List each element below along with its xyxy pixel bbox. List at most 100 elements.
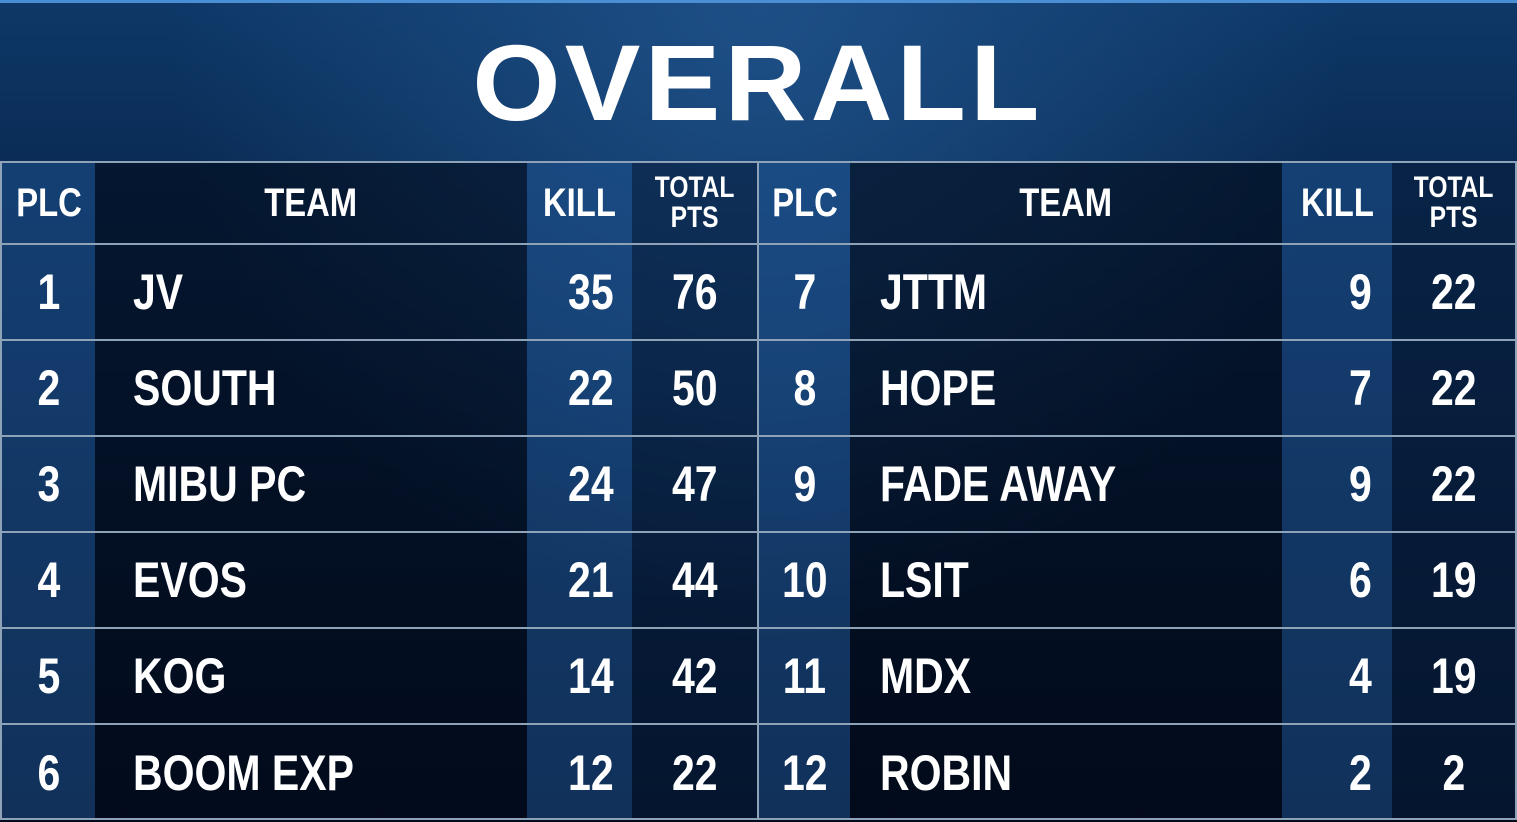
total-cell: 22: [632, 725, 757, 821]
team-cell: MIBU PC: [95, 437, 527, 531]
total-cell: 76: [632, 245, 757, 339]
kill-value: 12: [568, 745, 614, 801]
plc-value: 3: [37, 456, 60, 512]
table-row: 6 BOOM EXP 12 22: [2, 725, 757, 821]
plc-cell: 9: [759, 437, 850, 531]
table-row: 5 KOG 14 42: [2, 629, 757, 725]
kill-cell: 35: [527, 245, 632, 339]
total-value: 47: [671, 456, 718, 512]
column-band: [759, 163, 850, 818]
header-plc: PLC: [2, 163, 95, 243]
plc-cell: 8: [759, 341, 850, 435]
header-total-label: TOTAL PTS: [1414, 173, 1494, 233]
table-row: 7 JTTM 9 22: [759, 245, 1515, 341]
total-cell: 19: [1392, 629, 1515, 723]
kill-cell: 4: [1282, 629, 1392, 723]
header-total-line2: PTS: [1429, 201, 1478, 234]
total-cell: 44: [632, 533, 757, 627]
plc-cell: 3: [2, 437, 95, 531]
team-cell: KOG: [95, 629, 527, 723]
team-cell: MDX: [850, 629, 1282, 723]
table-row: 10 LSIT 6 19: [759, 533, 1515, 629]
plc-cell: 5: [2, 629, 95, 723]
plc-value: 2: [37, 360, 60, 416]
plc-cell: 1: [2, 245, 95, 339]
header-row: PLC TEAM KILL TOTAL PTS: [2, 163, 757, 245]
kill-value: 14: [568, 648, 614, 704]
total-cell: 22: [1392, 245, 1515, 339]
team-value: FADE AWAY: [880, 456, 1117, 512]
total-value: 22: [1430, 264, 1477, 320]
kill-cell: 2: [1282, 725, 1392, 821]
kill-value: 24: [568, 456, 614, 512]
column-band: [850, 163, 1282, 818]
column-band: [632, 163, 757, 818]
page-title: OVERALL: [472, 22, 1045, 143]
total-value: 44: [671, 552, 718, 608]
plc-cell: 2: [2, 341, 95, 435]
header-total-line1: TOTAL: [654, 171, 735, 204]
table-row: 3 MIBU PC 24 47: [2, 437, 757, 533]
total-cell: 2: [1392, 725, 1515, 821]
plc-cell: 6: [2, 725, 95, 821]
total-cell: 22: [1392, 437, 1515, 531]
kill-value: 7: [1349, 360, 1372, 416]
team-cell: HOPE: [850, 341, 1282, 435]
plc-value: 7: [793, 264, 816, 320]
header-team: TEAM: [95, 163, 527, 243]
total-value: 22: [1430, 360, 1477, 416]
column-band: [1282, 163, 1392, 818]
kill-value: 6: [1349, 552, 1372, 608]
table-row: 12 ROBIN 2 2: [759, 725, 1515, 821]
kill-value: 22: [568, 360, 614, 416]
header-kill: KILL: [1282, 163, 1392, 243]
total-value: 22: [671, 745, 718, 801]
plc-value: 1: [37, 264, 60, 320]
plc-value: 10: [781, 552, 828, 608]
team-value: EVOS: [133, 552, 247, 608]
column-band: [1392, 163, 1515, 818]
column-band: [95, 163, 527, 818]
team-cell: FADE AWAY: [850, 437, 1282, 531]
team-value: BOOM EXP: [133, 745, 354, 801]
header-total-line1: TOTAL: [1413, 171, 1494, 204]
team-cell: LSIT: [850, 533, 1282, 627]
table-row: 1 JV 35 76: [2, 245, 757, 341]
plc-value: 12: [781, 745, 828, 801]
header-total-label: TOTAL PTS: [655, 173, 735, 233]
team-value: LSIT: [880, 552, 969, 608]
team-cell: BOOM EXP: [95, 725, 527, 821]
plc-cell: 12: [759, 725, 850, 821]
kill-cell: 22: [527, 341, 632, 435]
plc-cell: 11: [759, 629, 850, 723]
team-value: MIBU PC: [133, 456, 307, 512]
team-value: MDX: [880, 648, 972, 704]
team-cell: JTTM: [850, 245, 1282, 339]
kill-cell: 24: [527, 437, 632, 531]
standings-table-left: PLC TEAM KILL TOTAL PTS 1 JV 35 76 2 SOUTH 22 50 3 MIB…: [0, 161, 759, 820]
team-cell: SOUTH: [95, 341, 527, 435]
header-total: TOTAL PTS: [632, 163, 757, 243]
total-cell: 47: [632, 437, 757, 531]
kill-cell: 12: [527, 725, 632, 821]
column-band: [2, 163, 95, 818]
table-row: 2 SOUTH 22 50: [2, 341, 757, 437]
team-value: JV: [133, 264, 184, 320]
team-value: ROBIN: [880, 745, 1013, 801]
plc-cell: 7: [759, 245, 850, 339]
table-row: 4 EVOS 21 44: [2, 533, 757, 629]
kill-cell: 9: [1282, 245, 1392, 339]
plc-value: 8: [793, 360, 816, 416]
total-cell: 50: [632, 341, 757, 435]
header-team-label: TEAM: [1019, 180, 1113, 225]
plc-cell: 4: [2, 533, 95, 627]
total-value: 22: [1430, 456, 1477, 512]
kill-value: 2: [1349, 745, 1372, 801]
header-row: PLC TEAM KILL TOTAL PTS: [759, 163, 1515, 245]
top-border: [0, 0, 1517, 3]
table-row: 11 MDX 4 19: [759, 629, 1515, 725]
plc-value: 4: [37, 552, 60, 608]
total-value: 76: [671, 264, 718, 320]
total-value: 50: [671, 360, 718, 416]
team-value: KOG: [133, 648, 227, 704]
